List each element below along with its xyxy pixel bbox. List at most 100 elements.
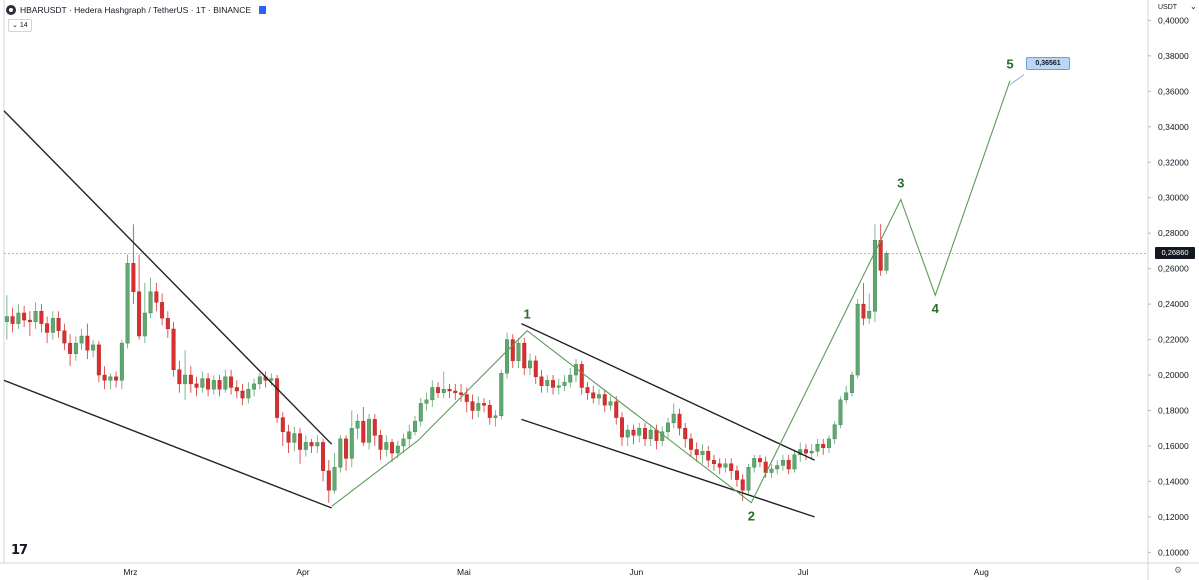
candle-body [79,335,84,344]
trendline-lower-mid [521,418,815,518]
candle-body [73,342,78,354]
indicator-count: 14 [19,22,28,29]
trendline-upper-mid [521,322,815,461]
candle-body [62,330,67,344]
y-tick-label: 0,38000 [1158,51,1189,61]
flag-icon[interactable] [259,6,266,14]
candle-body [326,470,331,491]
current-price-badge: 0,26860 [1155,247,1195,260]
candle-body [453,390,458,393]
candle-body [878,240,883,271]
candle-body [551,380,555,388]
y-tick-label: 0,18000 [1158,406,1189,416]
candle-body [476,403,481,411]
candle-body [378,435,383,450]
x-tick-label: Aug [974,567,989,577]
candle-body [418,403,423,422]
candle-body [740,479,745,491]
currency-chevron-icon[interactable]: ⌄ [1190,2,1197,11]
candle-body [608,401,613,406]
candle-body [694,449,699,456]
candle-body [844,392,849,401]
candle-body [234,387,239,392]
candle-body [809,451,814,454]
candle-body [183,374,188,385]
candle-body [367,419,372,443]
candle-body [838,399,843,425]
candle-body [706,451,711,461]
candle-body [131,263,136,292]
symbol-title: HBARUSDT · Hedera Hashgraph / TetherUS ·… [20,5,251,15]
candle-body [257,376,262,385]
candle-body [27,319,32,323]
indicator-collapse-button[interactable]: ⌄ 14 [8,19,32,32]
candle-body [292,433,297,443]
candle-body [821,443,826,448]
candle-body [280,417,285,432]
candle-body [464,394,469,402]
target-price-badge: 0,36561 [1026,56,1071,70]
candle-body [734,470,739,480]
candle-body [579,364,584,388]
y-tick-label: 0,12000 [1158,512,1189,522]
symbol-logo-icon [6,5,16,15]
candle-body [321,442,326,471]
candle-body [614,401,619,418]
candle-body [792,454,797,470]
y-tick-label: 0,24000 [1158,299,1189,309]
y-tick-label: 0,22000 [1158,335,1189,345]
candle-body [643,428,647,440]
candle-body [217,380,222,390]
wave-label-5: 5 [1006,57,1013,72]
y-tick-label: 0,16000 [1158,441,1189,451]
candle-body [395,445,400,454]
y-tick-label: 0,14000 [1158,476,1189,486]
candle-body [665,422,670,432]
candle-body [826,438,831,448]
candle-body [533,360,538,378]
candle-body [177,369,182,385]
candle-body [872,240,877,312]
candle-body [303,442,308,450]
candle-body [252,383,257,390]
candle-body [499,373,504,417]
y-tick-label: 0,10000 [1158,547,1189,557]
candle-body [349,428,354,459]
y-tick-label: 0,30000 [1158,193,1189,203]
candle-body [602,394,607,406]
candle-body [309,442,314,447]
candle-body [142,312,147,337]
candle-body [355,420,360,429]
candle-body [855,303,860,376]
candle-body [591,392,596,399]
candle-body [50,318,55,333]
candle-body [160,302,165,319]
candle-body [96,344,101,376]
trendline-lower-left [3,379,332,509]
candle-body [556,385,561,388]
tradingview-logo[interactable]: 17 [11,543,28,558]
candle-body [206,378,211,390]
x-tick-label: Jul [798,567,809,577]
wave-path [331,80,1011,507]
candle-body [39,311,44,324]
candle-body [200,378,205,388]
candle-body [332,467,337,491]
settings-gear-icon[interactable]: ⚙ [1174,565,1183,575]
candle-body [648,429,653,440]
candle-body [10,316,15,324]
currency-label[interactable]: USDT [1158,4,1178,11]
symbol-header[interactable]: HBARUSDT · Hedera Hashgraph / TetherUS ·… [6,3,266,17]
candle-body [510,339,515,362]
candle-body [338,438,343,468]
candle-body [102,374,107,381]
candle-body [315,442,320,447]
candle-body [447,389,452,392]
candle-body [85,335,90,351]
candle-body [424,399,429,404]
candle-body [33,311,38,323]
candle-body [516,342,521,362]
candle-body [505,339,509,374]
